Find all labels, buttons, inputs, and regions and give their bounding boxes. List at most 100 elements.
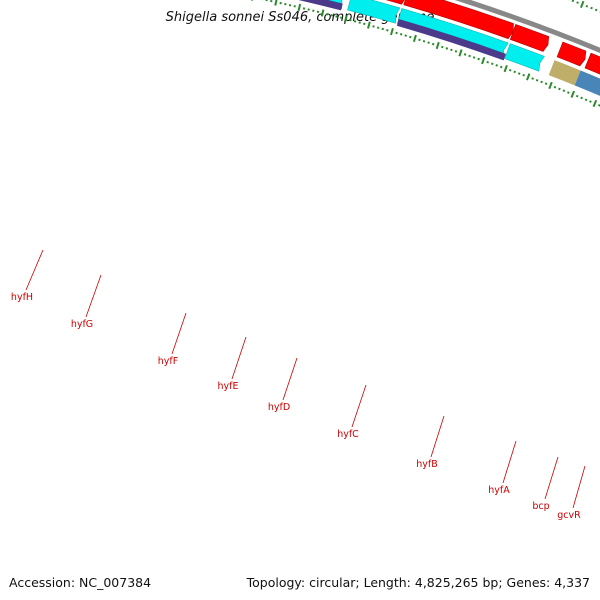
ruler-minor-tick <box>535 78 539 82</box>
forward-strand-genes <box>385 0 600 75</box>
ruler-minor-tick <box>584 98 588 102</box>
ruler-minor-tick <box>567 91 570 94</box>
gene-label-leader <box>572 465 586 509</box>
gene-label-leader <box>502 440 517 484</box>
ruler-major-tick <box>481 56 486 65</box>
ruler-major-tick <box>548 81 553 90</box>
ruler-minor-tick <box>508 68 512 72</box>
forward-gene-arrow <box>509 23 550 52</box>
ruler-minor-tick <box>486 60 489 64</box>
ruler-minor-tick <box>431 42 435 46</box>
ruler-major-tick <box>390 27 394 36</box>
ruler-major-tick <box>592 99 598 108</box>
ruler-minor-tick <box>441 45 444 49</box>
gene-label-leader <box>282 357 298 401</box>
ruler-minor-tick <box>531 77 534 80</box>
gene-label-hyfH: hyfH <box>11 292 33 303</box>
topology-summary-text: Topology: circular; Length: 4,825,265 bp… <box>246 575 590 590</box>
ruler-minor-tick <box>562 89 566 93</box>
gene-label-gcvR: gcvR <box>557 510 581 521</box>
ruler-minor-tick <box>540 80 543 84</box>
tan-feature <box>548 60 581 86</box>
gene-label-hyfC: hyfC <box>337 429 359 440</box>
forward-gene-arrow <box>584 52 600 75</box>
ruler-minor-tick <box>522 73 525 77</box>
ruler-ticks-outer <box>567 0 600 13</box>
ruler-major-tick <box>250 0 254 1</box>
ruler-minor-tick <box>513 70 517 74</box>
ruler-minor-tick <box>427 41 430 44</box>
ruler-minor-tick <box>558 87 561 91</box>
gene-label-leader <box>430 415 445 458</box>
reverse-gene-arrow <box>347 0 401 24</box>
ruler-minor-tick <box>553 85 557 89</box>
reverse-strand-genes <box>306 0 600 96</box>
ruler-minor-tick <box>418 38 421 42</box>
ruler-minor-tick <box>376 26 380 29</box>
ruler-major-tick <box>503 64 508 73</box>
ruler-minor-tick <box>450 48 453 52</box>
ruler-minor-tick <box>372 25 375 28</box>
ruler-minor-tick <box>353 20 357 23</box>
ruler-minor-tick <box>422 39 426 43</box>
cds-strip <box>396 19 507 61</box>
ruler-minor-tick <box>386 29 389 32</box>
ruler-minor-tick <box>585 4 589 8</box>
ruler-minor-tick <box>575 94 579 98</box>
ruler-minor-tick <box>454 50 458 53</box>
cds-strip <box>298 0 343 11</box>
ruler-minor-tick <box>463 53 467 56</box>
ruler-minor-tick <box>399 33 403 36</box>
ruler-minor-tick <box>576 1 579 4</box>
ruler-major-tick <box>297 3 302 12</box>
gene-label-hyfF: hyfF <box>158 356 178 367</box>
ruler-major-tick <box>526 73 531 81</box>
ruler-major-tick <box>412 34 417 43</box>
ruler-minor-tick <box>517 72 521 75</box>
forward-gene-arrow <box>556 41 587 67</box>
gene-label-leader <box>231 336 247 380</box>
ruler-minor-tick <box>477 57 480 61</box>
ruler-minor-tick <box>472 56 476 59</box>
ruler-minor-tick <box>589 100 592 103</box>
gene-label-leader <box>351 384 367 428</box>
ruler-major-tick <box>580 0 585 9</box>
gene-label-bcp: bcp <box>532 501 549 512</box>
ruler-minor-tick <box>594 8 598 12</box>
ruler-minor-tick <box>571 0 575 3</box>
gene-label-leader <box>544 456 559 500</box>
gene-label-hyfB: hyfB <box>416 459 438 470</box>
forward-gene-arrow <box>403 0 514 40</box>
ruler-minor-tick <box>490 62 494 66</box>
ruler-minor-tick <box>358 21 361 24</box>
ruler-major-tick <box>367 21 371 29</box>
ruler-minor-tick <box>404 34 407 37</box>
ruler-minor-tick <box>445 47 449 50</box>
ruler-minor-tick <box>339 16 343 19</box>
ruler-minor-tick <box>495 64 498 67</box>
ruler-minor-tick <box>544 82 548 86</box>
ruler-minor-tick <box>363 22 366 26</box>
ruler-minor-tick <box>381 27 384 31</box>
ruler-major-tick <box>435 41 440 50</box>
ruler-minor-tick <box>349 18 352 22</box>
ruler-minor-tick <box>395 31 398 35</box>
ruler-major-tick <box>458 49 463 57</box>
ruler-major-tick <box>343 15 348 23</box>
forward-gene-arrow <box>385 0 405 5</box>
reverse-gene-alt <box>574 70 600 96</box>
ruler-major-tick <box>570 90 576 98</box>
accession-text: Accession: NC_007384 <box>9 575 152 590</box>
ruler-minor-tick <box>580 96 583 100</box>
gene-label-leader <box>25 249 44 291</box>
reverse-gene-arrow <box>504 43 545 72</box>
ruler-minor-tick <box>468 54 471 58</box>
gene-label-lines <box>25 249 586 509</box>
ruler-major-tick <box>320 9 325 17</box>
gene-label-hyfG: hyfG <box>71 319 93 330</box>
gene-label-hyfA: hyfA <box>488 485 510 496</box>
gene-label-hyfD: hyfD <box>268 402 290 413</box>
ruler-minor-tick <box>590 6 593 10</box>
